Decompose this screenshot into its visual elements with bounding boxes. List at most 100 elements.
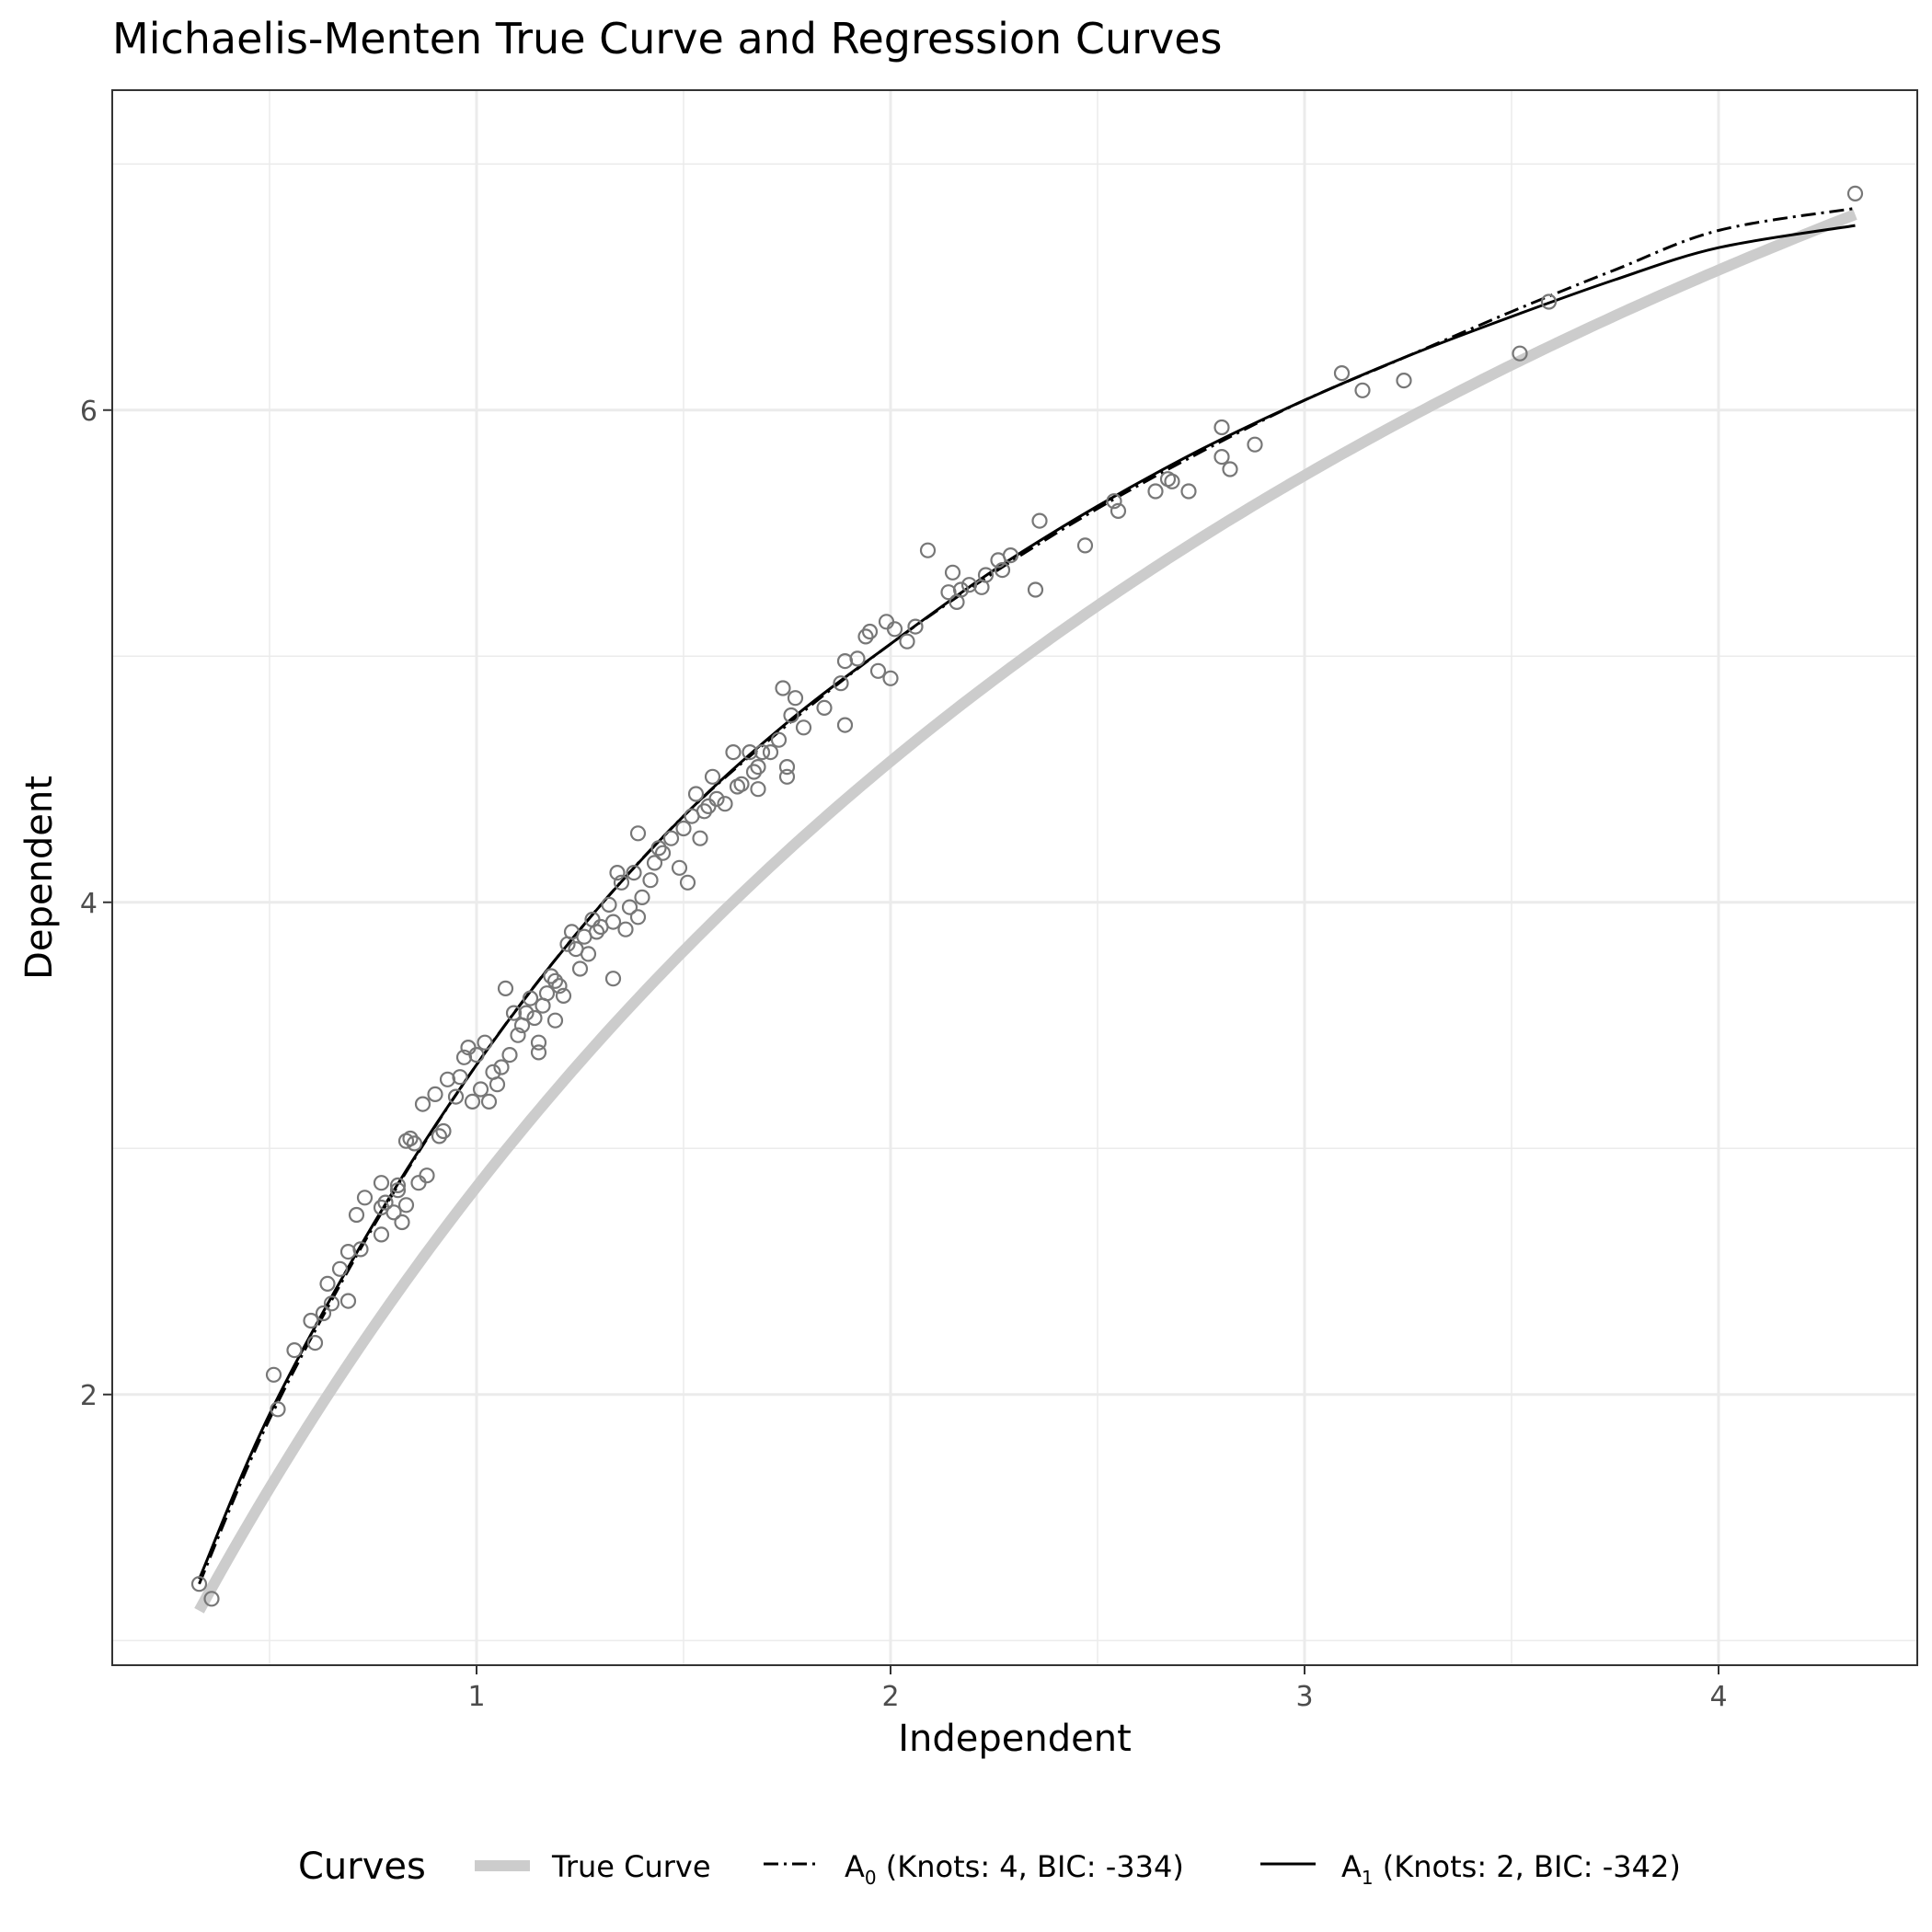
plot-panel (112, 90, 1917, 1665)
data-point (306, 1334, 324, 1351)
data-point (621, 899, 638, 915)
data-point (787, 690, 804, 707)
data-point (836, 717, 854, 733)
data-point (373, 1226, 390, 1243)
data-point (571, 960, 589, 977)
x-tick-label: 4 (1709, 1681, 1727, 1713)
data-point (654, 845, 672, 861)
data-point (1147, 483, 1164, 500)
data-point (725, 743, 742, 761)
data-point (919, 542, 937, 558)
data-point (518, 1005, 535, 1021)
data-point (580, 946, 597, 962)
curves (194, 206, 1857, 1614)
data-point (377, 1194, 394, 1211)
data-point (833, 675, 849, 692)
data-point (1247, 436, 1263, 453)
data-point (348, 1206, 365, 1224)
data-point (783, 707, 799, 724)
data-point (861, 623, 879, 640)
data-point (717, 796, 733, 812)
data-point (816, 699, 833, 717)
data-point (588, 924, 605, 940)
chart-title: Michaelis-Menten True Curve and Regressi… (112, 14, 1223, 63)
a1-curve-line (198, 224, 1856, 1580)
data-point (692, 830, 708, 846)
y-tick-label: 4 (80, 888, 98, 920)
data-point (679, 874, 696, 891)
data-point (1213, 419, 1230, 436)
data-point (526, 1009, 543, 1027)
data-point (1354, 382, 1371, 398)
data-point (704, 768, 721, 785)
data-point (497, 980, 514, 997)
data-point (389, 1182, 407, 1199)
data-point (522, 990, 539, 1006)
y-tick-label: 2 (80, 1380, 98, 1412)
data-point (323, 1295, 340, 1312)
data-point (1164, 473, 1180, 489)
legend-label-a0: A0 (Knots: 4, BIC: -334) (845, 1849, 1184, 1889)
data-point (551, 978, 568, 995)
data-point (671, 859, 688, 876)
grid-lines (112, 90, 1917, 1665)
data-point (849, 650, 866, 667)
data-point (530, 1034, 547, 1051)
data-point (1002, 546, 1019, 564)
data-point (626, 864, 642, 881)
data-point (708, 790, 725, 808)
data-point (869, 662, 887, 679)
data-point (477, 1034, 493, 1051)
data-point (750, 781, 766, 798)
data-point (394, 1213, 410, 1231)
data-point (634, 889, 650, 906)
data-point (742, 743, 758, 761)
data-point (604, 914, 622, 930)
data-point (952, 581, 970, 598)
data-point (770, 731, 788, 748)
data-point (303, 1312, 319, 1329)
data-point (1846, 185, 1864, 201)
data-point (775, 680, 791, 696)
data-point (899, 633, 915, 650)
x-axis-label: Independent (898, 1718, 1132, 1760)
data-point (468, 1046, 485, 1064)
data-point (646, 855, 663, 871)
data-point (1180, 483, 1197, 500)
legend: Curves True Curve A0 (Knots: 4, BIC: -33… (298, 1846, 1681, 1889)
data-point (331, 1260, 349, 1277)
data-point (662, 830, 680, 846)
x-tick-label: 2 (881, 1681, 899, 1713)
data-point (1110, 502, 1127, 520)
data-point (613, 874, 630, 891)
x-axis: 1 2 3 4 (467, 1665, 1728, 1713)
legend-label-true-curve: True Curve (551, 1849, 711, 1884)
data-point (385, 1204, 402, 1221)
data-point (1222, 461, 1238, 477)
data-point (452, 1069, 468, 1086)
data-point (696, 803, 713, 820)
data-point (419, 1167, 435, 1184)
data-point (795, 719, 812, 736)
data-point (1396, 373, 1412, 389)
data-point (994, 561, 1011, 579)
data-point (510, 1027, 526, 1043)
data-point (203, 1591, 220, 1607)
data-point (1512, 345, 1528, 362)
data-point (265, 1366, 282, 1383)
data-point (493, 1059, 510, 1075)
data-point (1076, 537, 1094, 554)
data-point (762, 743, 779, 761)
x-tick-label: 1 (467, 1681, 485, 1713)
data-point (480, 1093, 498, 1110)
data-point (642, 872, 659, 889)
data-point (650, 840, 667, 857)
data-point (431, 1128, 448, 1144)
data-point (555, 987, 572, 1005)
data-point (472, 1081, 489, 1098)
y-axis: 2 4 6 (80, 396, 112, 1412)
data-point (1031, 512, 1048, 529)
data-point (286, 1341, 303, 1359)
data-point (339, 1293, 357, 1309)
